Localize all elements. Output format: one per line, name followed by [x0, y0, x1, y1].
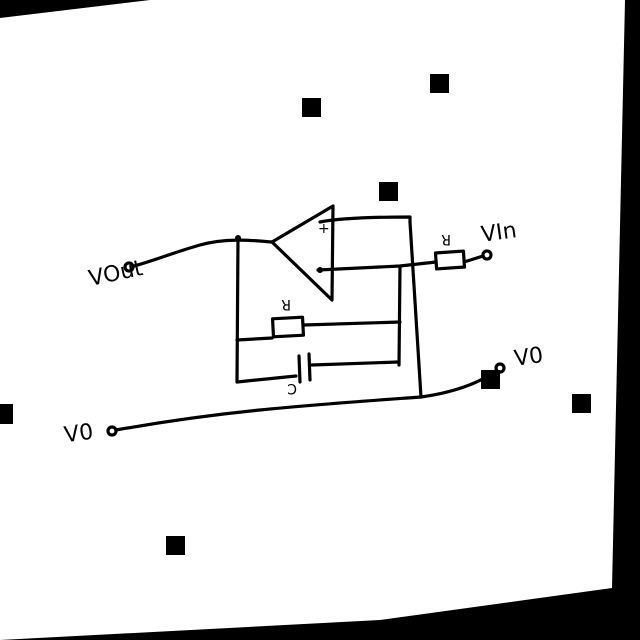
vin-label: VIn — [480, 218, 519, 248]
feedback-capacitor-label: C — [287, 380, 297, 396]
feedback-capacitor-wire — [235, 360, 400, 384]
v0-right-label: V0 — [513, 343, 545, 372]
output-node-line — [235, 236, 240, 384]
v0-right-terminal — [494, 362, 506, 374]
input-resistor-label: R — [441, 231, 451, 247]
input-wire — [316, 254, 485, 272]
output-wire — [132, 238, 274, 268]
input-node-dot — [317, 267, 323, 273]
inverting-node-line — [397, 264, 402, 367]
op-amp-plus-label: + — [318, 221, 330, 237]
common-rail-wire — [114, 370, 497, 432]
feedback-resistor-label: R — [281, 296, 291, 312]
scan-artifacts — [0, 74, 591, 555]
vout-terminal — [123, 261, 135, 273]
non-inverting-wire — [318, 215, 423, 399]
output-node-dot — [235, 235, 241, 241]
v0-left-label: V0 — [63, 420, 95, 449]
input-resistor — [433, 249, 467, 271]
feedback-resistor — [270, 315, 306, 339]
feedback-resistor-wire — [235, 320, 402, 342]
paper-sheet — [0, 0, 625, 640]
vin-terminal — [481, 249, 493, 261]
feedback-capacitor — [297, 352, 312, 384]
op-amp-symbol — [270, 204, 335, 302]
v0-left-terminal — [106, 425, 118, 437]
